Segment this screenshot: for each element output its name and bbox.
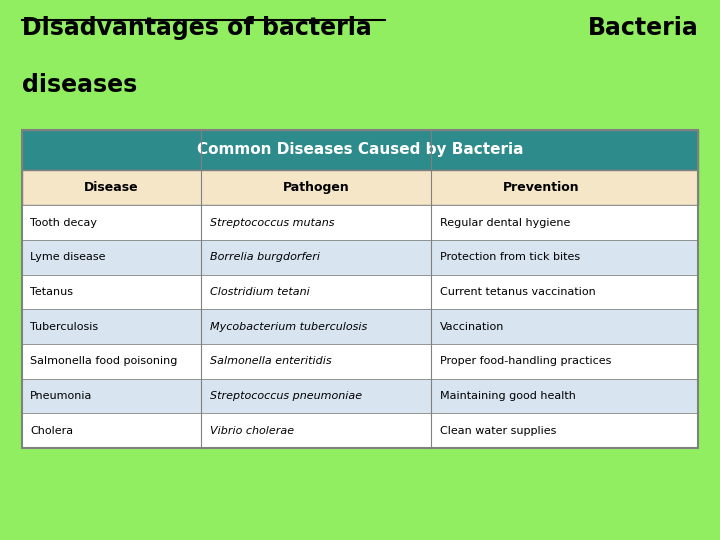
- FancyBboxPatch shape: [22, 379, 698, 414]
- Text: Proper food-handling practices: Proper food-handling practices: [440, 356, 611, 367]
- Text: Pathogen: Pathogen: [283, 181, 349, 194]
- Text: Prevention: Prevention: [503, 181, 580, 194]
- Text: Current tetanus vaccination: Current tetanus vaccination: [440, 287, 595, 297]
- Text: Cholera: Cholera: [30, 426, 73, 436]
- Text: Tooth decay: Tooth decay: [30, 218, 97, 227]
- Text: Salmonella food poisoning: Salmonella food poisoning: [30, 356, 178, 367]
- Text: Lyme disease: Lyme disease: [30, 252, 106, 262]
- FancyBboxPatch shape: [22, 240, 698, 275]
- Text: Streptococcus pneumoniae: Streptococcus pneumoniae: [210, 391, 361, 401]
- FancyBboxPatch shape: [22, 205, 698, 240]
- Text: Vibrio cholerae: Vibrio cholerae: [210, 426, 294, 436]
- Text: Tuberculosis: Tuberculosis: [30, 322, 99, 332]
- FancyBboxPatch shape: [22, 309, 698, 344]
- Text: Maintaining good health: Maintaining good health: [440, 391, 575, 401]
- Text: Streptococcus mutans: Streptococcus mutans: [210, 218, 334, 227]
- Text: Pneumonia: Pneumonia: [30, 391, 93, 401]
- Text: Clostridium tetani: Clostridium tetani: [210, 287, 310, 297]
- Text: Salmonella enteritidis: Salmonella enteritidis: [210, 356, 331, 367]
- Text: Vaccination: Vaccination: [440, 322, 504, 332]
- FancyBboxPatch shape: [22, 170, 698, 205]
- Text: Mycobacterium tuberculosis: Mycobacterium tuberculosis: [210, 322, 367, 332]
- Text: Disease: Disease: [84, 181, 138, 194]
- Text: Common Diseases Caused by Bacteria: Common Diseases Caused by Bacteria: [197, 143, 523, 157]
- Text: Regular dental hygiene: Regular dental hygiene: [440, 218, 570, 227]
- Text: Tetanus: Tetanus: [30, 287, 73, 297]
- Text: Clean water supplies: Clean water supplies: [440, 426, 556, 436]
- Text: Protection from tick bites: Protection from tick bites: [440, 252, 580, 262]
- Text: Bacteria: Bacteria: [588, 16, 698, 40]
- FancyBboxPatch shape: [22, 275, 698, 309]
- FancyBboxPatch shape: [22, 130, 698, 170]
- Text: Borrelia burgdorferi: Borrelia burgdorferi: [210, 252, 320, 262]
- FancyBboxPatch shape: [22, 414, 698, 448]
- Text: diseases: diseases: [22, 73, 137, 97]
- FancyBboxPatch shape: [22, 344, 698, 379]
- Text: Disadvantages of bacteria: Disadvantages of bacteria: [22, 16, 372, 40]
